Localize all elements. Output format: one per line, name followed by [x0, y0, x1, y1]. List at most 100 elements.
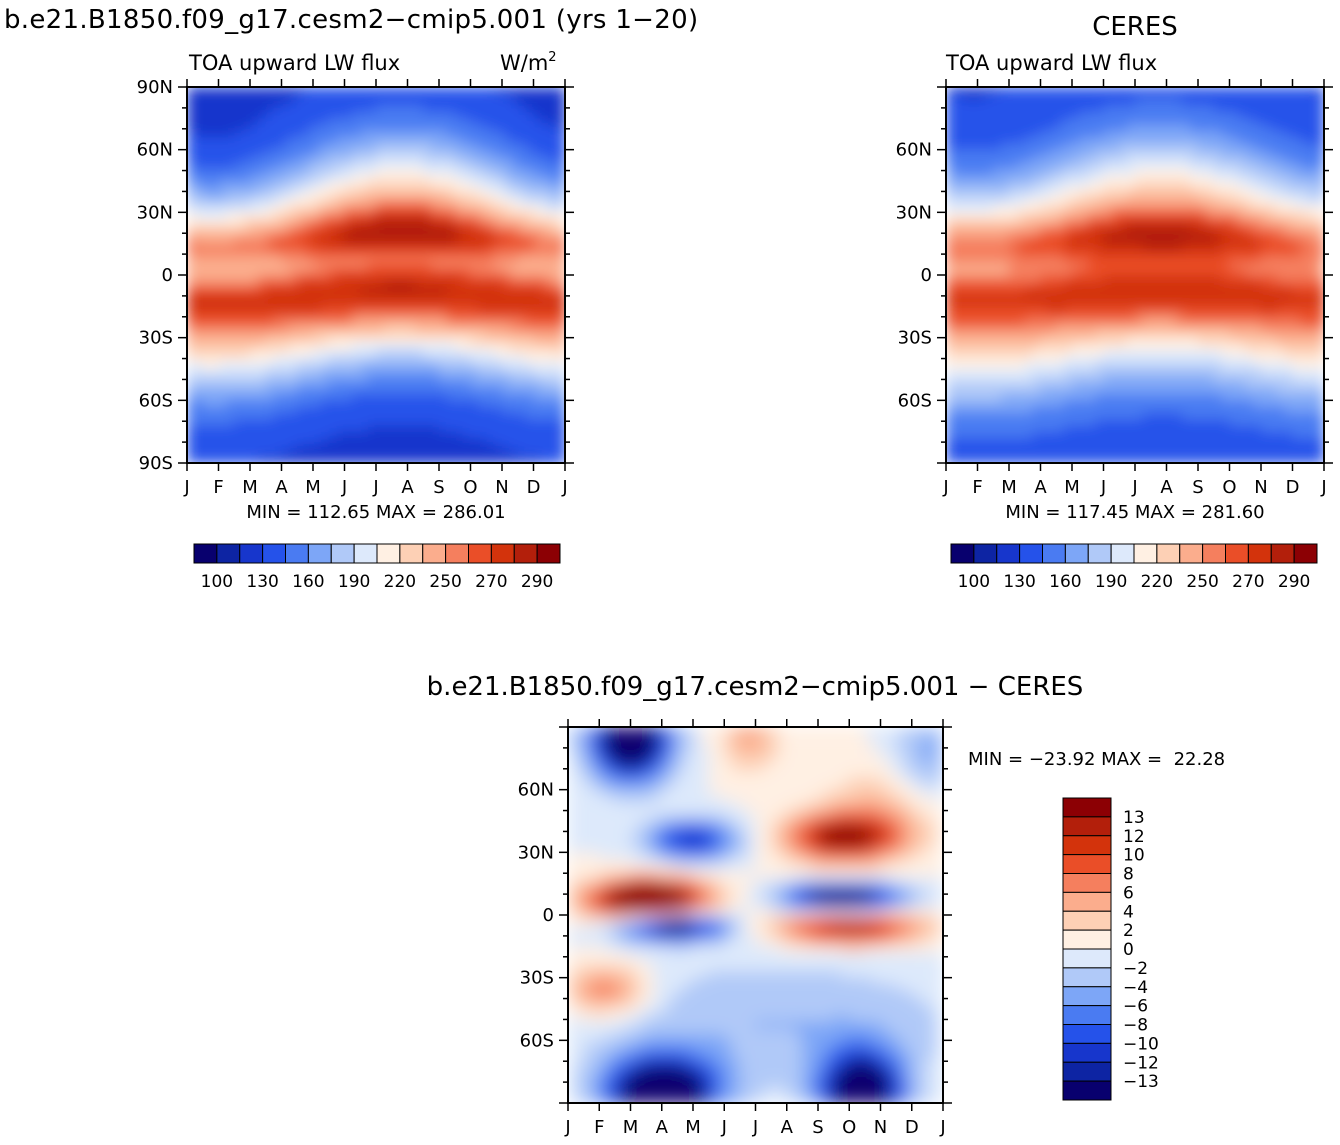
- field-cell: [1198, 293, 1207, 301]
- field-cell: [502, 425, 511, 433]
- field-cell: [320, 343, 330, 351]
- field-cell: [1016, 199, 1026, 207]
- field-cell: [1190, 293, 1199, 301]
- field-cell: [1158, 293, 1168, 301]
- field-cell: [1111, 275, 1120, 282]
- field-cell: [1245, 87, 1254, 94]
- field-cell: [470, 137, 479, 144]
- field-cell: [1198, 325, 1207, 332]
- field-cell: [946, 118, 955, 126]
- field-cell: [320, 193, 330, 201]
- field-cell: [399, 105, 409, 113]
- field-cell: [478, 137, 487, 144]
- field-cell: [360, 287, 369, 295]
- field-cell: [1237, 149, 1246, 157]
- field-cell: [1229, 331, 1238, 339]
- field-cell: [1142, 224, 1152, 232]
- x-tick-label: J: [183, 477, 189, 498]
- field-cell: [953, 137, 963, 144]
- field-cell: [985, 262, 994, 270]
- field-cell: [234, 187, 243, 195]
- field-cell: [226, 419, 235, 426]
- field-cell: [1072, 130, 1081, 138]
- field-cell: [1213, 206, 1223, 213]
- field-cell: [541, 256, 550, 264]
- field-cell: [289, 293, 298, 301]
- field-cell: [1190, 325, 1199, 332]
- field-cell: [352, 268, 361, 276]
- field-cell: [383, 268, 393, 276]
- field-cell: [1276, 218, 1286, 226]
- field-cell: [1316, 249, 1324, 257]
- field-cell: [376, 256, 385, 264]
- field-cell: [462, 174, 472, 182]
- field-cell: [1087, 268, 1097, 276]
- field-cell: [344, 318, 353, 326]
- field-cell: [533, 343, 542, 351]
- field-cell: [549, 331, 558, 339]
- field-cell: [946, 212, 955, 220]
- field-cell: [486, 212, 495, 220]
- field-cell: [336, 243, 346, 251]
- field-cell: [281, 419, 290, 426]
- field-cell: [961, 237, 971, 245]
- field-cell: [257, 450, 267, 458]
- field-cell: [486, 168, 495, 176]
- field-cell: [1292, 337, 1301, 345]
- field-cell: [1300, 137, 1309, 144]
- field-cell: [1221, 337, 1231, 345]
- field-cell: [376, 143, 385, 151]
- field-cell: [1064, 143, 1073, 151]
- field-cell: [187, 431, 196, 439]
- field-cell: [525, 187, 535, 195]
- field-cell: [202, 112, 212, 119]
- field-cell: [1111, 199, 1120, 207]
- field-cell: [344, 425, 353, 433]
- field-cell: [1198, 193, 1207, 201]
- field-cell: [1174, 206, 1183, 213]
- field-cell: [1001, 256, 1010, 264]
- field-cell: [194, 206, 204, 213]
- field-cell: [210, 306, 220, 314]
- field-cell: [423, 262, 432, 270]
- field-cell: [415, 306, 424, 314]
- field-cell: [391, 174, 401, 182]
- field-cell: [383, 394, 393, 401]
- field-cell: [336, 394, 346, 401]
- field-cell: [1016, 224, 1026, 232]
- field-cell: [993, 187, 1002, 195]
- field-cell: [1253, 143, 1262, 151]
- field-cell: [446, 425, 456, 433]
- field-cell: [969, 343, 979, 351]
- field-cell: [993, 206, 1002, 213]
- field-cell: [1268, 149, 1278, 157]
- field-cell: [210, 419, 220, 426]
- field-cell: [446, 224, 456, 232]
- field-cell: [289, 287, 298, 295]
- field-cell: [541, 118, 550, 126]
- field-cell: [273, 400, 283, 408]
- field-cell: [1150, 325, 1160, 332]
- field-cell: [478, 112, 487, 119]
- field-cell: [250, 387, 259, 395]
- field-cell: [1237, 256, 1246, 264]
- field-cell: [953, 262, 963, 270]
- field-cell: [265, 130, 275, 138]
- field-cell: [533, 375, 542, 383]
- field-cell: [281, 143, 290, 151]
- field-cell: [328, 149, 338, 157]
- field-cell: [478, 456, 487, 463]
- field-cell: [1040, 218, 1049, 226]
- field-cell: [210, 431, 220, 439]
- field-cell: [336, 181, 346, 188]
- field-cell: [1024, 300, 1034, 307]
- field-cell: [399, 287, 409, 295]
- field-cell: [297, 412, 306, 420]
- field-cell: [1166, 212, 1175, 220]
- field-cell: [368, 130, 377, 138]
- field-cell: [297, 112, 306, 119]
- field-cell: [1268, 281, 1278, 289]
- field-cell: [344, 325, 353, 332]
- field-cell: [336, 412, 346, 420]
- field-cell: [961, 281, 971, 289]
